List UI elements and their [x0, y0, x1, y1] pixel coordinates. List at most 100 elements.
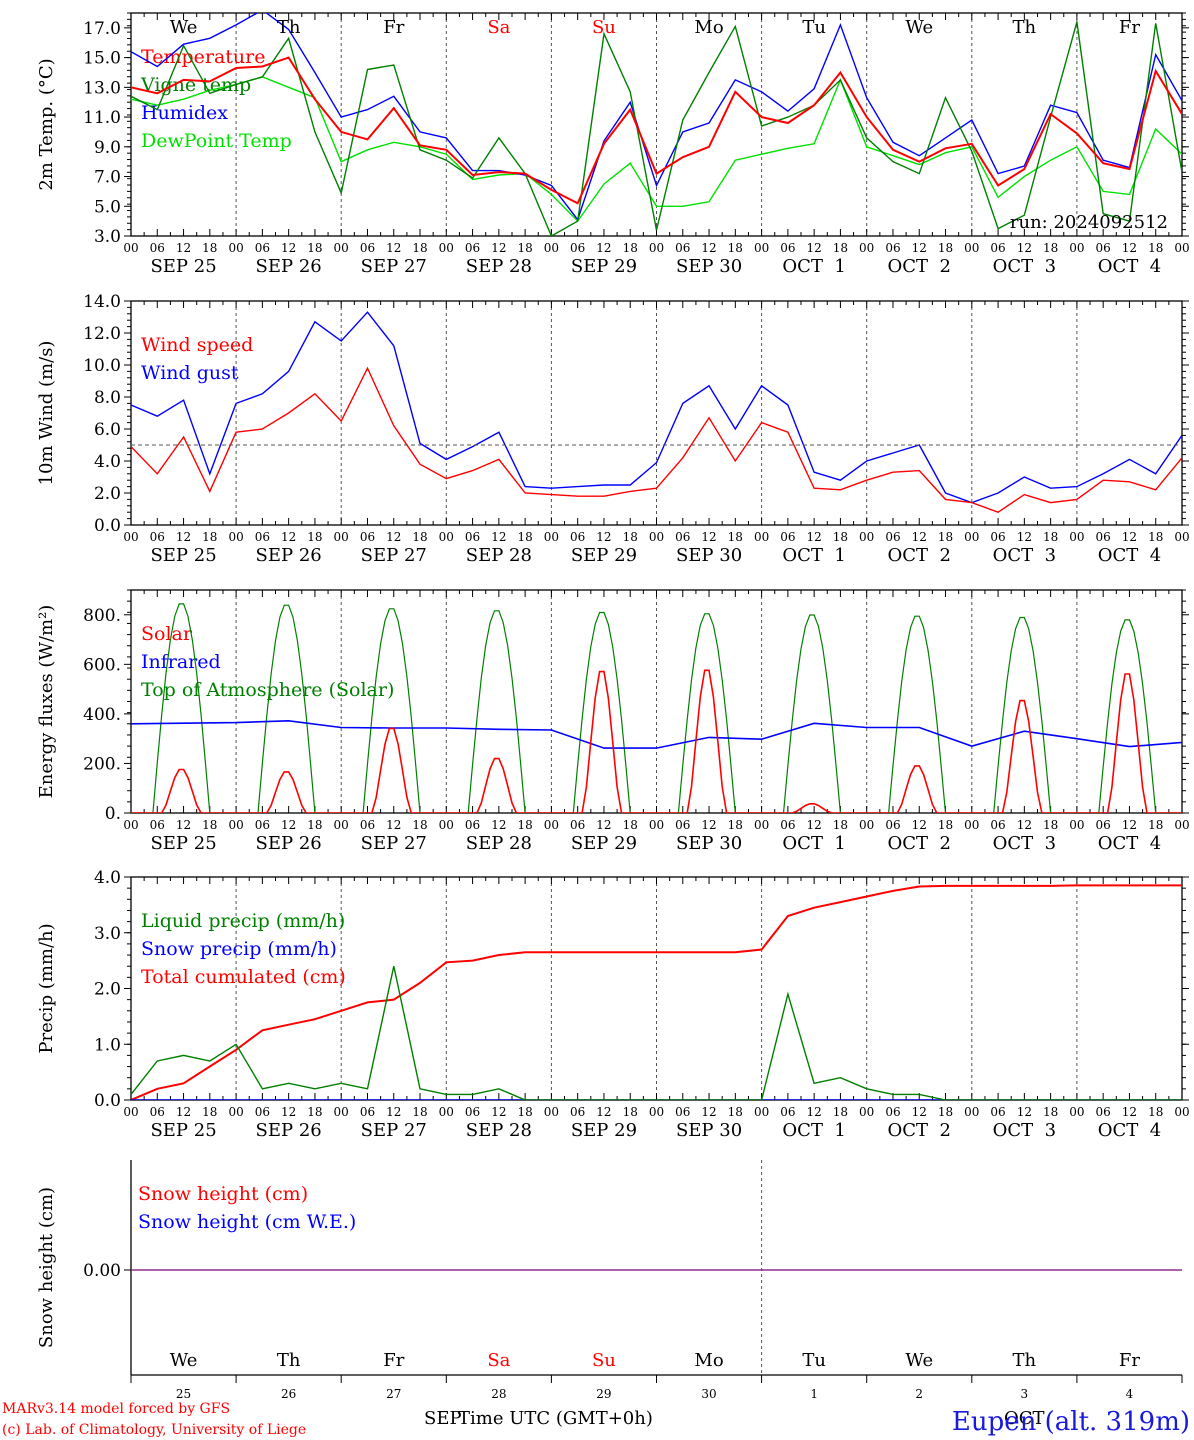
hour-tick-label: 06 — [780, 1105, 795, 1119]
hour-tick-label: 18 — [1148, 818, 1163, 832]
weekday-label: Th — [1013, 17, 1037, 38]
hour-tick-label: 06 — [780, 241, 795, 255]
day-number-label: 3 — [1021, 1387, 1029, 1401]
hour-tick-label: 18 — [1148, 1105, 1163, 1119]
hour-tick-label: 06 — [360, 241, 375, 255]
day-label: SEP 25 — [150, 833, 216, 854]
legend-entry: Vigne temp — [140, 74, 251, 96]
hour-tick-label: 18 — [833, 818, 848, 832]
weekday-label: Sa — [487, 1350, 510, 1371]
y-tick-label: 1.0 — [94, 1035, 121, 1055]
energy-flux-panel: 00 06 12 18 00 06 12 18 00 06 12 18 00 06 12 18 00 06 12 18… — [36, 589, 1190, 854]
legend-entry: Liquid precip (mm/h) — [141, 910, 345, 932]
hour-tick-label: 06 — [675, 818, 690, 832]
wind-panel: 00 06 12 18 00 06 12 18 00 06 12 18 00 06 12 18 00 06 12 18… — [36, 292, 1190, 566]
day-number-label: 25 — [176, 1387, 191, 1401]
hour-tick-label: 12 — [176, 1105, 191, 1119]
weekday-label: Fr — [383, 17, 404, 38]
hour-tick-label: 18 — [307, 1105, 322, 1119]
temperature-panel: 00 06 12 18 00 06 12 18 00 06 12 18 00 06 12 18 00 06 12 18… — [36, 12, 1190, 277]
station-label: Eupen (alt. 319m) — [952, 1407, 1190, 1437]
y-tick-label: 4.0 — [94, 868, 121, 888]
hour-tick-label: 06 — [255, 1105, 270, 1119]
weekday-label: We — [905, 1350, 933, 1371]
legend-entry: Humidex — [141, 102, 228, 124]
day-number-label: 28 — [491, 1387, 506, 1401]
y-tick-label: 0. — [105, 804, 121, 824]
hour-tick-label: 12 — [491, 530, 506, 544]
legend-entry: Solar — [141, 623, 193, 645]
hour-tick-label: 00 — [964, 1105, 979, 1119]
y-tick-label: 17.0 — [83, 19, 121, 39]
hour-tick-label: 00 — [754, 818, 769, 832]
hour-tick-label: 18 — [1043, 241, 1058, 255]
hour-tick-label: 12 — [1122, 818, 1137, 832]
day-label: OCT 2 — [888, 833, 951, 854]
day-label: OCT 4 — [1098, 833, 1161, 854]
hour-tick-label: 12 — [1122, 241, 1137, 255]
hour-tick-label: 12 — [596, 530, 611, 544]
hour-tick-label: 18 — [1043, 818, 1058, 832]
hour-tick-label: 18 — [623, 530, 638, 544]
day-number-label: 2 — [915, 1387, 923, 1401]
legend-entry: Wind gust — [141, 362, 239, 384]
day-label: SEP 29 — [571, 1120, 637, 1141]
hour-tick-label: 18 — [728, 241, 743, 255]
legend-entry: Snow height (cm) — [138, 1183, 308, 1205]
day-label: SEP 28 — [466, 256, 532, 277]
weekday-label: Su — [592, 1350, 616, 1371]
plot-frame — [130, 12, 1183, 237]
hour-tick-label: 00 — [1069, 1105, 1084, 1119]
y-tick-label: 0.0 — [94, 1091, 121, 1111]
hour-tick-label: 12 — [281, 530, 296, 544]
y-tick-label: 6.0 — [94, 420, 121, 440]
series-line — [131, 21, 1182, 236]
hour-tick-label: 00 — [1069, 241, 1084, 255]
legend-entry: DewPoint Temp — [141, 130, 292, 152]
y-tick-label: 7.0 — [94, 168, 121, 188]
hour-tick-label: 00 — [1069, 530, 1084, 544]
hour-tick-label: 00 — [754, 1105, 769, 1119]
hour-tick-label: 00 — [228, 530, 243, 544]
hour-tick-label: 12 — [176, 241, 191, 255]
weekday-label: Mo — [694, 1350, 723, 1371]
hour-tick-label: 18 — [307, 818, 322, 832]
hour-tick-label: 18 — [412, 1105, 427, 1119]
snow-height-panel: Snow height (cm) Snow height (cm) Snow hei… — [36, 1160, 1183, 1401]
day-label: SEP 26 — [256, 256, 322, 277]
legend-entry: Infrared — [141, 651, 221, 673]
y-tick-label: 600. — [83, 655, 121, 675]
day-label: SEP 26 — [256, 833, 322, 854]
day-number-label: 30 — [701, 1387, 716, 1401]
hour-tick-label: 06 — [990, 1105, 1005, 1119]
hour-tick-label: 00 — [334, 241, 349, 255]
y-tick-label: 8.0 — [94, 388, 121, 408]
day-label: OCT 2 — [888, 1120, 951, 1141]
y-axis-title: Energy fluxes (W/m²) — [36, 605, 57, 799]
day-label: OCT 3 — [993, 1120, 1056, 1141]
day-label: SEP 27 — [361, 833, 427, 854]
legend-entry: Temperature — [141, 46, 265, 68]
hour-tick-label: 00 — [754, 530, 769, 544]
day-label: OCT 1 — [782, 545, 845, 566]
hour-tick-label: 18 — [412, 818, 427, 832]
series-line — [131, 13, 1182, 222]
hour-tick-label: 00 — [544, 241, 559, 255]
y-tick-label: 3.0 — [94, 227, 121, 247]
hour-tick-label: 18 — [307, 241, 322, 255]
series-line — [131, 366, 1182, 513]
y-tick-label: 11.0 — [83, 108, 121, 128]
hour-tick-label: 00 — [334, 1105, 349, 1119]
hour-tick-label: 06 — [990, 530, 1005, 544]
day-label: SEP 28 — [466, 1120, 532, 1141]
hour-tick-label: 00 — [123, 241, 138, 255]
hour-tick-label: 06 — [1096, 1105, 1111, 1119]
day-label: OCT 3 — [993, 833, 1056, 854]
weekday-label: We — [905, 17, 933, 38]
hour-tick-label: 06 — [885, 530, 900, 544]
y-tick-label: 200. — [83, 754, 121, 774]
hour-tick-label: 00 — [754, 241, 769, 255]
hour-tick-label: 18 — [202, 241, 217, 255]
hour-tick-label: 18 — [202, 1105, 217, 1119]
hour-tick-label: 18 — [938, 241, 953, 255]
